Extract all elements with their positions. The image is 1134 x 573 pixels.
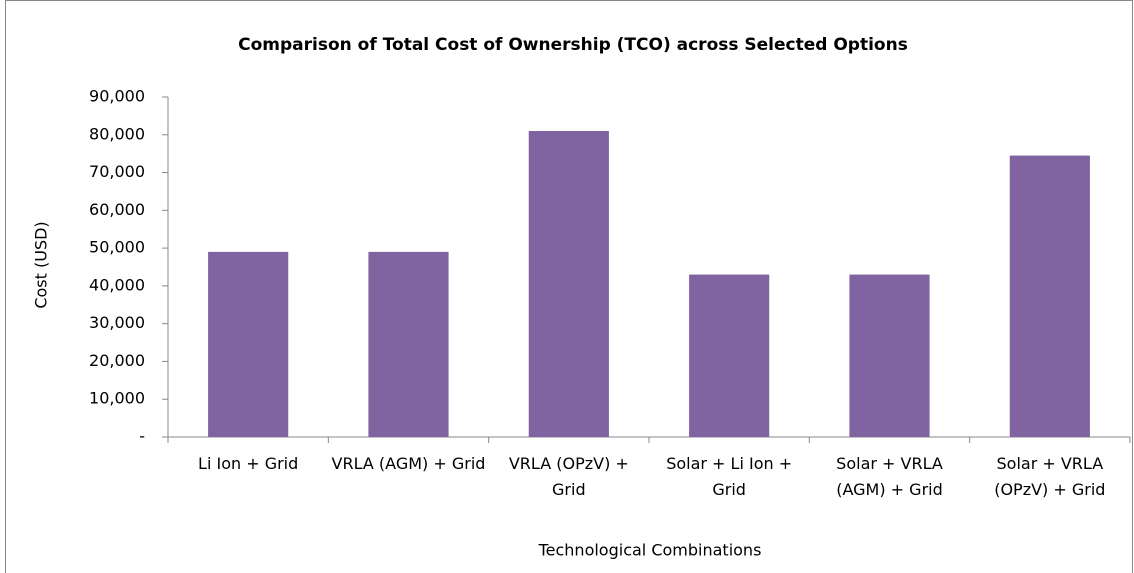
y-tick-label: 20,000 <box>89 351 145 370</box>
x-tick-label: Solar + VRLA (OPzV) + Grid <box>994 454 1106 499</box>
y-tick-label: 60,000 <box>89 200 145 219</box>
chart-border <box>5 0 1133 573</box>
y-tick-label: 90,000 <box>89 87 145 106</box>
bar <box>849 274 930 437</box>
bar <box>368 251 449 437</box>
x-tick-label: VRLA (AGM) + Grid <box>331 454 486 473</box>
x-tick-label: Solar + Li Ion + Grid <box>666 454 793 499</box>
x-tick-label: Li Ion + Grid <box>198 454 299 473</box>
x-axis-title: Technological Combinations <box>538 541 762 560</box>
y-tick-label: - <box>139 427 145 446</box>
bar <box>689 274 770 437</box>
y-tick-label: 80,000 <box>89 124 145 143</box>
bar <box>208 251 289 437</box>
y-tick-label: 70,000 <box>89 162 145 181</box>
y-axis-title: Cost (USD) <box>32 221 51 308</box>
y-tick-label: 50,000 <box>89 238 145 257</box>
y-tick-label: 10,000 <box>89 389 145 408</box>
bar <box>528 131 609 437</box>
y-tick-label: 30,000 <box>89 313 145 332</box>
chart-title: Comparison of Total Cost of Ownership (T… <box>238 35 908 55</box>
bar <box>1009 155 1090 438</box>
y-tick-label: 40,000 <box>89 275 145 294</box>
x-tick-label: Solar + VRLA (AGM) + Grid <box>836 454 943 499</box>
x-tick-label: VRLA (OPzV) + Grid <box>508 454 629 499</box>
